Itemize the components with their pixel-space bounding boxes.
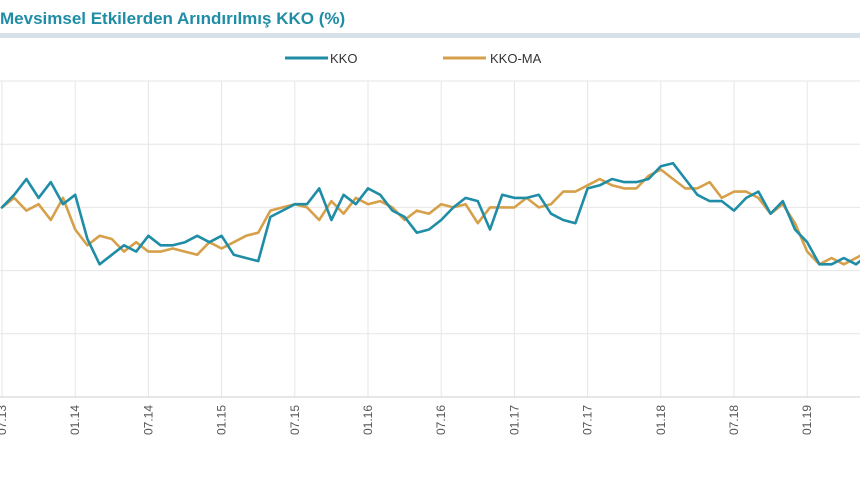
series-line-kko — [0, 161, 860, 266]
x-tick-label: 01.15 — [215, 405, 229, 435]
title-divider — [0, 33, 860, 38]
x-tick-label: 01.14 — [68, 405, 82, 435]
x-tick-label: 07.14 — [141, 405, 155, 435]
series-line-kko-ma — [0, 168, 860, 266]
x-tick-label: 07.13 — [0, 405, 9, 435]
legend: KKO KKO-MA — [285, 51, 542, 66]
x-tick-label: 07.18 — [727, 405, 741, 435]
legend-label: KKO — [330, 51, 357, 66]
x-tick-label: 01.16 — [361, 405, 375, 435]
x-axis: 07.13 01.14 07.14 01.15 07.15 01.16 07.16 01.17… — [0, 396, 860, 435]
x-tick-label: 01.17 — [507, 405, 521, 435]
x-tick-label: 07.17 — [581, 405, 595, 435]
legend-label: KKO-MA — [490, 51, 542, 66]
x-tick-label: 07.16 — [434, 405, 448, 435]
x-tick-label: 07.15 — [288, 405, 302, 435]
chart-title: Mevsimsel Etkilerden Arındırılmış KKO (%… — [0, 9, 346, 28]
series-layer — [0, 161, 860, 266]
x-tick-label: 01.18 — [654, 405, 668, 435]
grid-layer — [0, 80, 860, 397]
x-tick-label: 01.19 — [800, 405, 814, 435]
